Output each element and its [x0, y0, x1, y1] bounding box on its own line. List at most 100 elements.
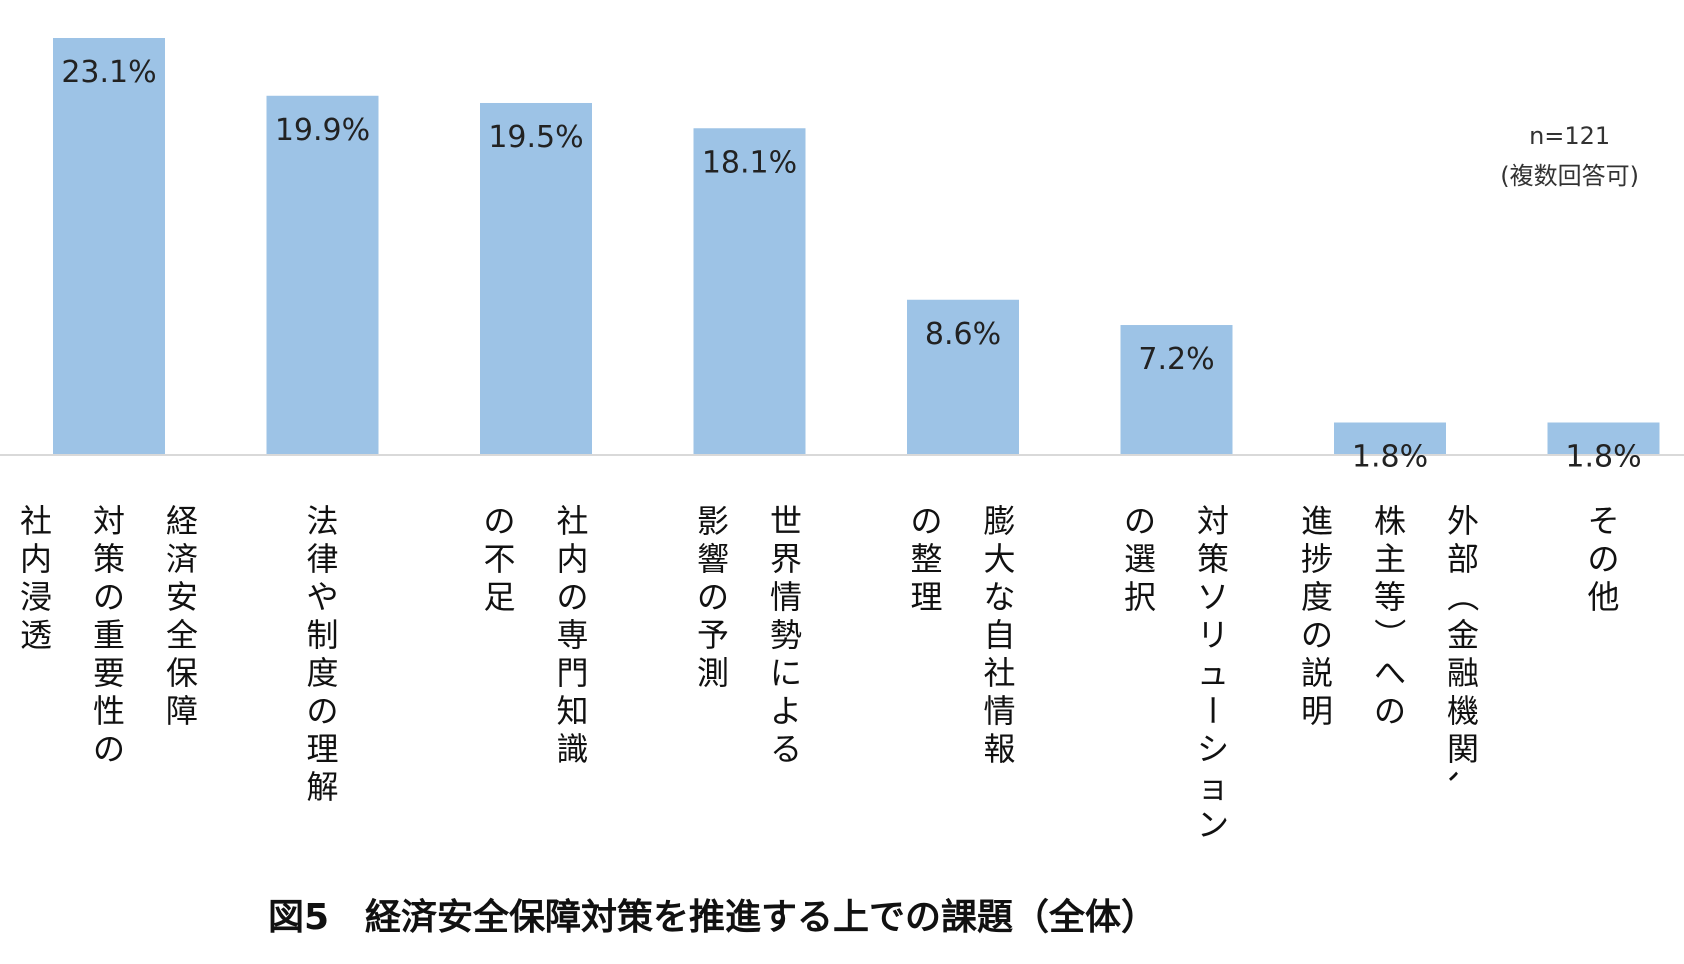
category-char: 重 [93, 616, 125, 654]
category-char: 策 [93, 540, 125, 578]
category-char: 等 [1374, 578, 1406, 616]
category-char: 融 [1447, 654, 1479, 692]
category-char: の [306, 692, 338, 730]
category-char: 保 [166, 654, 198, 692]
category-char: ン [1197, 806, 1229, 844]
category-char: 択 [1124, 578, 1156, 616]
category-char: 識 [556, 730, 588, 768]
category-label-4-1: の整理 [910, 502, 942, 616]
category-char: ー [1193, 694, 1231, 726]
category-char: 理 [306, 730, 338, 768]
category-char: 足 [483, 578, 515, 616]
category-char: 膨 [983, 502, 1015, 540]
category-char: 予 [697, 616, 729, 654]
category-char: 機 [1447, 692, 1479, 730]
category-char: 選 [1124, 540, 1156, 578]
category-char: 進 [1301, 502, 1333, 540]
value-labels-group: 23.1% 19.9% 19.5% 18.1% 8.6% 7.2% 1.8% 1.8% [61, 55, 1641, 475]
category-char: に [770, 654, 802, 692]
category-char: ） [1370, 618, 1408, 650]
category-char: 内 [20, 540, 52, 578]
category-char: 障 [166, 692, 198, 730]
bar-0 [53, 38, 165, 455]
data-label-0: 23.1% [61, 55, 156, 90]
category-char: （ [1443, 580, 1481, 612]
category-labels-group: 経済安全保障対策の重要性の社内浸透法律や制度の理解社内の専門知識の不足世界情勢に… [20, 502, 1620, 844]
category-char: の [697, 578, 729, 616]
category-char: る [770, 730, 802, 768]
category-char: 影 [697, 502, 729, 540]
data-label-7: 1.8% [1565, 440, 1641, 475]
category-char: 対 [93, 502, 125, 540]
bar-6 [1334, 422, 1446, 455]
category-char: 測 [697, 654, 729, 692]
category-char: 主 [1374, 540, 1406, 578]
sample-note: n=121 (複数回答可) [1500, 116, 1639, 196]
category-char: の [910, 502, 942, 540]
bar-2 [480, 102, 592, 456]
data-label-3: 18.1% [702, 145, 797, 180]
category-char: 自 [983, 616, 1015, 654]
category-char: 知 [556, 692, 588, 730]
category-char: の [93, 578, 125, 616]
category-char: 性 [93, 692, 125, 730]
category-char: の [93, 730, 125, 768]
category-char: の [556, 578, 588, 616]
category-char: シ [1197, 730, 1229, 768]
category-char: 内 [556, 540, 588, 578]
bar-3 [693, 128, 806, 455]
category-char: 社 [556, 502, 588, 540]
figure-caption: 図5 経済安全保障対策を推進する上での課題（全体） [268, 897, 1158, 938]
category-char: 部 [1447, 540, 1479, 578]
category-char: 外 [1447, 502, 1479, 540]
category-char: 界 [770, 540, 802, 578]
bar-4 [907, 299, 1019, 455]
category-char: 勢 [770, 616, 802, 654]
category-char: 捗 [1301, 540, 1333, 578]
category-char: 金 [1447, 616, 1479, 654]
category-char: 、 [1443, 770, 1481, 802]
category-char: 世 [770, 502, 802, 540]
category-label-5-1: の選択 [1124, 502, 1156, 616]
category-char: の [483, 502, 515, 540]
category-char: の [1124, 502, 1156, 540]
sample-size: n=121 [1529, 122, 1611, 150]
category-char: 透 [20, 616, 52, 654]
category-char: や [306, 578, 338, 616]
category-char: 門 [556, 654, 588, 692]
category-char: ュ [1197, 654, 1229, 692]
category-char: 要 [93, 654, 125, 692]
category-char: 不 [483, 540, 515, 578]
category-char: 専 [556, 616, 588, 654]
data-label-5: 7.2% [1138, 342, 1214, 377]
data-label-4: 8.6% [925, 317, 1001, 352]
category-char: ョ [1197, 768, 1229, 806]
category-char: 整 [910, 540, 942, 578]
category-char: の [1374, 692, 1406, 730]
category-char: 度 [1301, 578, 1333, 616]
category-char: 理 [910, 578, 942, 616]
category-char: 報 [983, 730, 1015, 768]
category-label-2-1: の不足 [483, 502, 515, 616]
category-char: 説 [1301, 654, 1333, 692]
category-char: 経 [166, 502, 198, 540]
category-char: 株 [1374, 502, 1406, 540]
category-char: 安 [166, 578, 198, 616]
bar-5 [1120, 325, 1233, 455]
bars-group [53, 38, 1660, 456]
category-char: へ [1374, 654, 1406, 692]
category-label-6-1: 株主等） への [1370, 502, 1408, 730]
category-label-7-0: その他 [1587, 502, 1619, 616]
category-char: 度 [306, 654, 338, 692]
data-label-1: 19.9% [275, 113, 370, 148]
category-char: 大 [983, 540, 1015, 578]
